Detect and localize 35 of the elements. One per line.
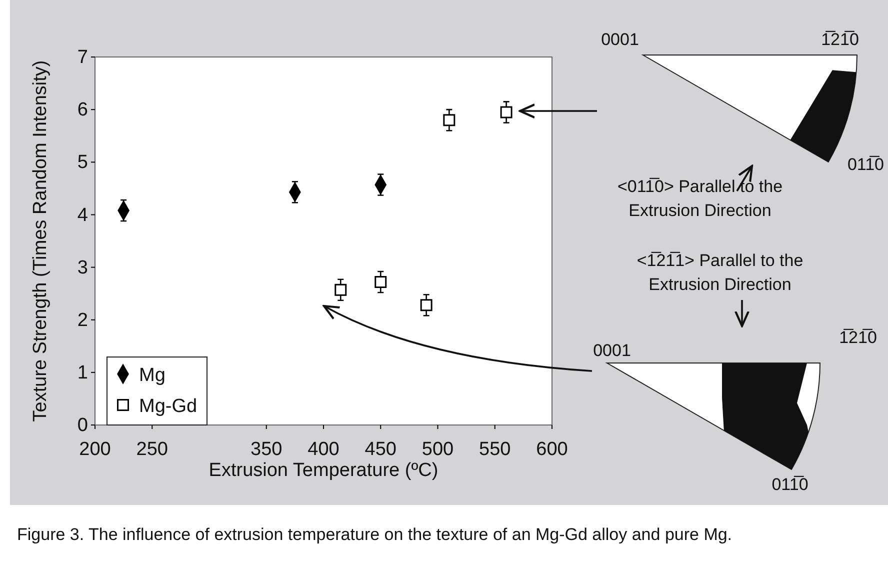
y-tick-label: 2: [77, 310, 88, 331]
x-tick-label: 400: [308, 438, 340, 460]
point: [500, 106, 512, 118]
x-tick-label: 500: [422, 438, 454, 460]
legend-label: Mg-Gd: [139, 396, 198, 417]
point: [420, 299, 432, 312]
point: [443, 114, 456, 126]
y-tick-label: 6: [77, 100, 88, 121]
x-tick-label: 250: [136, 438, 168, 460]
y-tick-label: 0: [77, 415, 88, 436]
caption: Figure 3. The influence of extrusion temperature on the texture of an Mg-Gd alloy and pure Mg.: [17, 525, 732, 544]
text: Extrusion Direction: [648, 275, 792, 294]
legend-label: Mg: [139, 365, 166, 386]
y-tick-label: 5: [77, 152, 88, 174]
x-tick-label: 550: [479, 438, 511, 460]
text: 1̅21̅0: [821, 30, 859, 49]
text: 0001: [593, 341, 631, 360]
y-tick-label: 4: [77, 204, 88, 226]
x-tick-label: 600: [536, 438, 568, 460]
x-tick-label: 450: [364, 438, 396, 460]
y-tick-label: 3: [77, 257, 88, 278]
x-axis-title: Extrusion Temperature (ºC): [208, 460, 438, 481]
x-tick-label: 200: [79, 438, 111, 460]
text: 011̅0: [772, 475, 808, 494]
point: [374, 276, 387, 288]
point: [334, 284, 347, 296]
x-tick-label: 350: [250, 438, 282, 460]
text: <1̅21̅1> Parallel to the: [636, 251, 804, 270]
y-tick-label: 7: [77, 47, 88, 68]
text: 1̅21̅0: [839, 328, 877, 347]
text: Extrusion Direction: [628, 201, 772, 220]
text: 011̅0: [847, 155, 884, 174]
y-axis-title: Texture Strength (Times Random Intensity): [30, 60, 51, 422]
y-tick-label: 1: [77, 362, 88, 384]
text: 0001: [601, 30, 639, 49]
